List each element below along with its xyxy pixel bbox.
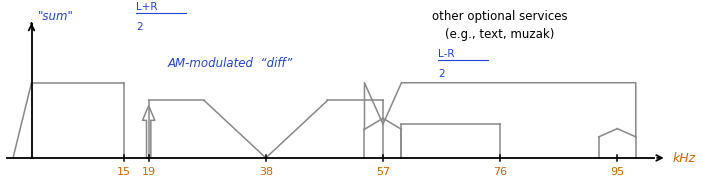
Text: 76: 76 [493,167,507,177]
Text: other optional services: other optional services [432,10,568,23]
Text: L-R: L-R [439,49,455,59]
Text: AM-modulated  “diff”: AM-modulated “diff” [167,57,293,70]
Text: 15: 15 [117,167,131,177]
Text: 38: 38 [259,167,273,177]
Text: 2: 2 [439,69,445,79]
Text: 57: 57 [376,167,390,177]
Text: 2: 2 [136,22,143,32]
Text: 19: 19 [142,167,156,177]
Text: 95: 95 [610,167,624,177]
Text: "sum": "sum" [38,10,74,23]
Text: kHz: kHz [673,152,696,166]
Text: L+R: L+R [136,2,158,12]
Text: (e.g., text, muzak): (e.g., text, muzak) [446,28,555,41]
